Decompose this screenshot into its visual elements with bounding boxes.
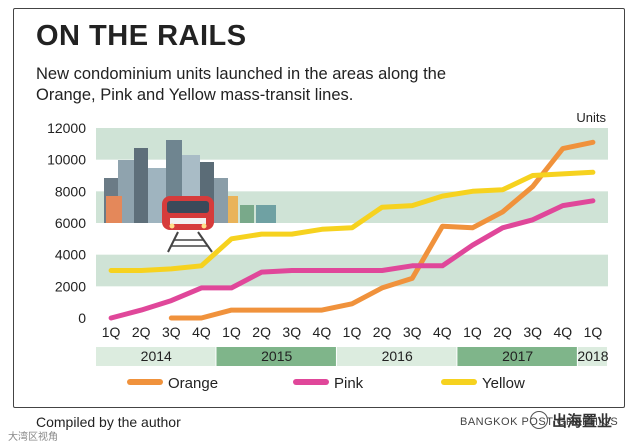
year-band <box>577 347 607 366</box>
x-tick-label: 2Q <box>373 324 392 340</box>
x-tick-label: 3Q <box>403 324 422 340</box>
year-label: 2014 <box>141 348 172 364</box>
y-tick-label: 6000 <box>55 215 86 231</box>
y-tick-label: 10000 <box>47 152 86 168</box>
wechat-icon <box>530 411 548 429</box>
chart-frame <box>13 8 625 408</box>
year-band <box>216 347 336 366</box>
y-axis: 0 2000 4000 6000 8000 10000 12000 <box>47 120 86 326</box>
building <box>106 196 122 223</box>
y-tick-label: 12000 <box>47 120 86 136</box>
train-icon <box>162 196 214 253</box>
building <box>134 148 148 223</box>
x-tick-label: 1Q <box>102 324 121 340</box>
y-tick-label: 2000 <box>55 278 86 294</box>
city-train-illustration <box>104 140 276 253</box>
x-tick-label: 4Q <box>433 324 452 340</box>
series-line-yellow <box>108 169 596 273</box>
x-tick-label: 4Q <box>192 324 211 340</box>
legend: Orange Pink Yellow <box>127 375 525 392</box>
legend-label-orange: Orange <box>168 375 218 392</box>
x-tick-label: 2Q <box>132 324 151 340</box>
x-tick-label: 4Q <box>313 324 332 340</box>
x-tick-label: 3Q <box>162 324 181 340</box>
series-lines <box>108 139 596 321</box>
year-bands: 2014 2015 2016 2017 2018 <box>96 347 609 366</box>
page-title: ON THE RAILS <box>36 20 247 52</box>
building <box>256 205 276 223</box>
watermark-small: 大湾区视角 <box>8 432 58 443</box>
y-tick-label: 4000 <box>55 247 86 263</box>
x-axis: 1Q 2Q 3Q 4Q 1Q 2Q 3Q 4Q 1Q 2Q 3Q 4Q 1Q 2Q 3Q 4Q 1Q <box>102 324 603 340</box>
y-axis-label: Units <box>576 110 606 125</box>
year-label: 2016 <box>382 348 413 364</box>
year-label: 2017 <box>502 348 533 364</box>
y-tick-label: 0 <box>78 310 86 326</box>
y-tick-label: 8000 <box>55 183 86 199</box>
series-line-orange <box>168 139 596 321</box>
building <box>214 178 228 223</box>
legend-label-pink: Pink <box>334 375 364 392</box>
x-tick-label: 2Q <box>493 324 512 340</box>
x-tick-label: 1Q <box>343 324 362 340</box>
building <box>240 205 254 223</box>
x-tick-label: 1Q <box>463 324 482 340</box>
watermark-text: 出海置业 <box>552 413 613 430</box>
legend-label-yellow: Yellow <box>482 375 525 392</box>
year-band <box>457 347 577 366</box>
x-tick-label: 3Q <box>523 324 542 340</box>
year-label: 2018 <box>577 348 608 364</box>
year-label: 2015 <box>261 348 292 364</box>
credit-text: Compiled by the author <box>36 414 181 430</box>
x-tick-label: 2Q <box>252 324 271 340</box>
building <box>228 196 238 223</box>
year-band <box>336 347 457 366</box>
x-tick-label: 4Q <box>553 324 572 340</box>
building <box>148 168 166 223</box>
chart-subtitle: New condominium units launched in the ar… <box>36 65 447 104</box>
x-tick-label: 1Q <box>222 324 241 340</box>
series-line-pink <box>108 198 596 321</box>
year-band <box>96 347 216 366</box>
x-tick-label: 3Q <box>282 324 301 340</box>
x-tick-label: 1Q <box>584 324 603 340</box>
